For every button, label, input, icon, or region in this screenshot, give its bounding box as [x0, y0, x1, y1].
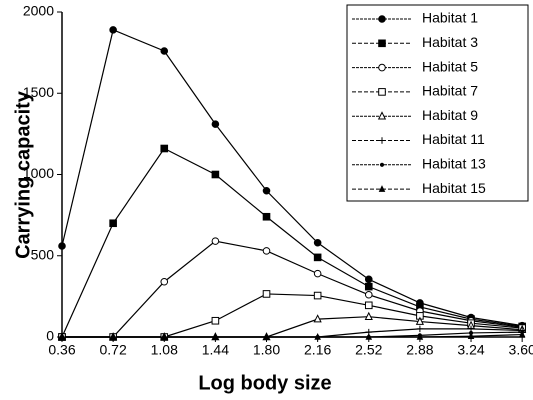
- x-axis-label: Log body size: [198, 372, 331, 394]
- legend-marker: [378, 63, 386, 72]
- marker: [313, 314, 322, 323]
- series-line: [62, 333, 523, 338]
- marker: [160, 144, 169, 153]
- marker: [109, 219, 117, 228]
- legend-marker: [379, 162, 385, 167]
- marker: [109, 26, 117, 34]
- marker: [211, 170, 220, 179]
- series-line: [61, 29, 523, 327]
- marker: [364, 282, 373, 291]
- legend-label: Habitat 3: [422, 34, 478, 50]
- series-line: [61, 147, 523, 338]
- legend-marker: [378, 137, 386, 144]
- legend-label: Habitat 11: [422, 131, 485, 147]
- x-tick-label: 0.36: [48, 342, 75, 358]
- marker: [262, 290, 271, 298]
- marker: [211, 316, 220, 325]
- y-axis-label: Carrying capacity: [12, 90, 34, 259]
- x-tick-label: 3.60: [509, 342, 533, 358]
- x-tick-label: 2.88: [406, 342, 433, 358]
- y-tick-label: 1000: [23, 165, 54, 181]
- marker: [160, 333, 168, 340]
- marker: [416, 333, 424, 340]
- legend-label: Habitat 9: [422, 107, 478, 123]
- marker: [262, 247, 271, 255]
- legend-box: [346, 4, 529, 202]
- marker: [160, 277, 169, 286]
- marker: [212, 333, 219, 340]
- marker: [263, 333, 270, 340]
- y-tick-label: 0: [46, 328, 54, 344]
- legend-label: Habitat 15: [422, 180, 486, 196]
- marker: [416, 325, 424, 333]
- marker: [364, 275, 373, 284]
- legend-marker: [378, 88, 386, 96]
- marker: [467, 332, 475, 339]
- x-tick-label: 3.24: [457, 342, 484, 358]
- x-tick-label: 1.44: [202, 342, 229, 358]
- marker: [415, 316, 425, 325]
- y-tick-label: 1500: [23, 84, 54, 100]
- marker: [58, 333, 66, 340]
- x-tick-label: 1.08: [151, 342, 178, 358]
- series-line: [62, 328, 523, 338]
- marker: [262, 186, 271, 195]
- marker: [160, 47, 169, 55]
- marker: [365, 333, 373, 340]
- marker: [313, 291, 322, 300]
- x-tick-label: 1.80: [253, 342, 280, 358]
- marker: [364, 311, 373, 320]
- y-tick-label: 2000: [23, 3, 54, 19]
- marker: [518, 330, 526, 338]
- marker: [364, 301, 373, 310]
- legend-marker: [377, 111, 387, 120]
- marker: [211, 237, 220, 245]
- legend-label: Habitat 1: [422, 10, 478, 26]
- legend-marker: [378, 185, 386, 192]
- series-line: [62, 240, 523, 338]
- marker: [364, 290, 373, 299]
- marker: [262, 212, 271, 221]
- legend-marker: [378, 15, 386, 23]
- x-tick-label: 2.52: [355, 342, 382, 358]
- legend-label: Habitat 7: [422, 83, 478, 99]
- legend-label: Habitat 13: [422, 156, 486, 172]
- marker: [313, 269, 322, 278]
- marker: [109, 333, 117, 340]
- y-tick-label: 500: [31, 246, 55, 262]
- x-tick-label: 2.16: [304, 342, 331, 358]
- marker: [58, 242, 66, 250]
- x-tick-label: 0.72: [100, 342, 127, 358]
- legend-label: Habitat 5: [422, 58, 478, 74]
- legend-marker: [378, 39, 386, 48]
- marker: [211, 120, 220, 128]
- marker: [313, 253, 322, 262]
- marker: [314, 333, 321, 340]
- marker: [313, 238, 322, 247]
